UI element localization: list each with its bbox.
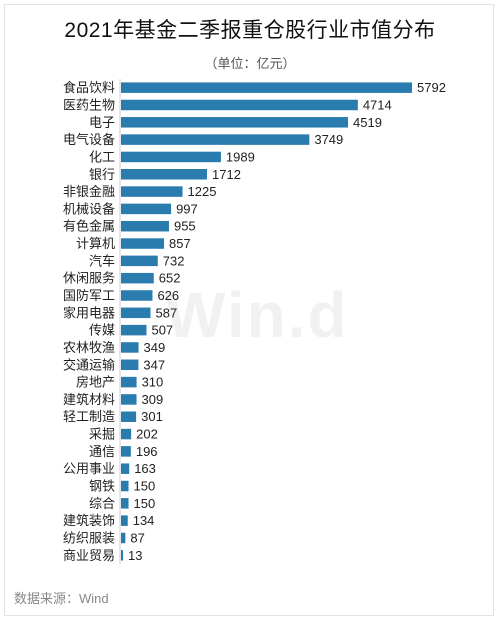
bar: [121, 342, 139, 353]
value-label: 134: [133, 513, 155, 528]
value-label: 732: [163, 253, 185, 268]
category-label: 农林牧渔: [63, 340, 115, 355]
value-label: 310: [142, 375, 164, 390]
value-label: 507: [151, 323, 173, 338]
value-label: 626: [157, 288, 179, 303]
category-label: 建筑装饰: [63, 513, 115, 528]
category-label: 房地产: [76, 375, 115, 390]
data-source: 数据来源：Wind: [14, 591, 109, 606]
category-label: 银行: [89, 167, 115, 182]
category-label: 国防军工: [63, 288, 115, 303]
value-label: 87: [130, 530, 144, 545]
bar: [121, 359, 139, 371]
value-label: 347: [143, 357, 165, 372]
value-label: 301: [141, 409, 163, 424]
value-label: 955: [174, 219, 196, 234]
bar: [121, 428, 132, 440]
bar: [121, 550, 123, 561]
category-label: 汽车: [89, 253, 115, 268]
bar: [121, 376, 137, 388]
bar: [121, 480, 129, 492]
category-label: 医药生物: [63, 97, 115, 112]
bar: [121, 255, 158, 267]
category-label: 建筑材料: [63, 392, 115, 407]
bar: [121, 134, 310, 145]
bar: [121, 411, 137, 422]
value-label: 309: [142, 392, 164, 407]
value-label: 196: [136, 444, 158, 459]
chart-unit: （单位：亿元）: [204, 56, 296, 71]
value-label: 587: [155, 305, 177, 320]
category-label: 公用事业: [63, 461, 115, 476]
bar: [121, 151, 221, 163]
category-label: 综合: [89, 496, 115, 511]
value-label: 1712: [212, 167, 241, 182]
category-label: 化工: [89, 149, 115, 164]
value-label: 997: [176, 201, 198, 216]
watermark-logo: Win.d: [165, 279, 349, 351]
value-label: 1225: [188, 184, 217, 199]
category-label: 家用电器: [63, 305, 115, 320]
category-label: 非银金融: [63, 184, 115, 199]
bar: [121, 117, 349, 128]
category-label: 采掘: [89, 427, 115, 442]
category-label: 休闲服务: [63, 271, 115, 286]
category-label: 通信: [89, 444, 115, 459]
bar: [121, 532, 126, 544]
chart-title: 2021年基金二季报重仓股行业市值分布: [64, 19, 436, 42]
category-label: 商业贸易: [63, 548, 115, 563]
bar: [121, 99, 358, 111]
category-label: 轻工制造: [63, 409, 115, 424]
value-label: 1989: [226, 149, 255, 164]
category-label: 计算机: [76, 236, 115, 251]
category-label: 电气设备: [63, 132, 115, 147]
value-label: 652: [159, 271, 181, 286]
bar: [121, 324, 147, 336]
bar: [121, 272, 154, 284]
bar: [121, 238, 165, 249]
value-label: 349: [144, 340, 166, 355]
bar: [121, 307, 151, 319]
category-label: 电子: [89, 115, 115, 130]
category-label: 交通运输: [63, 357, 115, 372]
category-label: 有色金属: [63, 219, 115, 234]
bar: [121, 446, 131, 457]
value-label: 4519: [353, 115, 382, 130]
category-label: 机械设备: [63, 201, 115, 216]
value-label: 163: [134, 461, 156, 476]
category-label: 食品饮料: [63, 80, 115, 95]
bar: [121, 82, 412, 93]
value-label: 5792: [417, 80, 446, 95]
value-label: 3749: [314, 132, 343, 147]
bar: [121, 498, 129, 509]
bar: [121, 220, 169, 232]
bar: [121, 463, 130, 474]
value-label: 857: [169, 236, 191, 251]
value-label: 150: [134, 496, 156, 511]
value-label: 13: [128, 548, 142, 563]
bar: [121, 203, 172, 215]
value-label: 202: [136, 427, 158, 442]
category-label: 纺织服装: [63, 530, 115, 545]
category-label: 钢铁: [89, 479, 115, 494]
bar: [121, 515, 128, 526]
bar: [121, 186, 183, 197]
category-label: 传媒: [89, 323, 115, 338]
bar: [121, 290, 153, 301]
bar: [121, 394, 137, 405]
chart-frame: [4, 4, 494, 616]
bar: [121, 169, 208, 180]
value-label: 4714: [363, 97, 392, 112]
value-label: 150: [134, 479, 156, 494]
